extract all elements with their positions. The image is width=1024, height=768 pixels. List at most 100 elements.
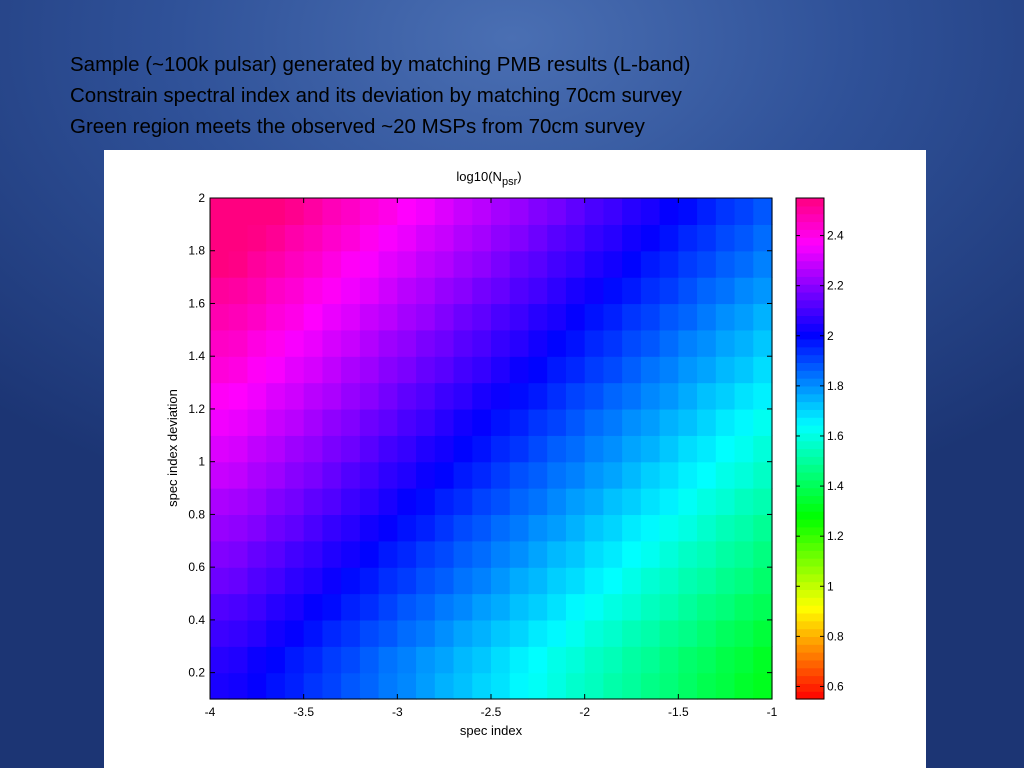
heatmap-cell: [210, 567, 230, 595]
heatmap-cell: [266, 329, 286, 357]
heatmap-cell: [416, 488, 436, 516]
heatmap-cell: [734, 646, 754, 674]
heatmap-cell: [640, 461, 661, 489]
heatmap-cell: [640, 646, 661, 674]
heatmap-cell: [659, 277, 679, 305]
colorbar-segment: [796, 503, 824, 512]
heatmap-cell: [547, 408, 567, 436]
heatmap-cell: [678, 540, 698, 568]
chart-title: log10(Npsr): [456, 169, 521, 188]
colorbar-tick-label: 2.2: [827, 279, 844, 293]
heatmap-cell: [341, 672, 361, 700]
heatmap-cell: [659, 514, 679, 542]
heatmap-cell: [303, 224, 323, 252]
heatmap-cell: [547, 356, 567, 384]
heatmap-cell: [565, 382, 586, 410]
heatmap-cell: [397, 435, 417, 463]
heatmap-cell: [434, 435, 455, 463]
bullet-2: Constrain spectral index and its deviati…: [70, 84, 682, 107]
heatmap-cell: [547, 540, 567, 568]
colorbar-ticks: 0.6 0.8 1 1.2 1.4 1.6 1.8 2 2.2 2.4: [796, 229, 844, 693]
colorbar-segment: [796, 487, 824, 497]
heatmap-cell: [678, 435, 698, 463]
heatmap-cell: [472, 672, 492, 700]
x-tick-label: -3.5: [293, 705, 314, 719]
heatmap-cell: [584, 593, 604, 621]
heatmap-cell: [397, 488, 417, 516]
heatmap-cell: [491, 646, 511, 674]
heatmap-cell: [453, 250, 473, 278]
colorbar-segment: [796, 260, 824, 270]
chart-title-main: log10(N: [456, 169, 502, 184]
heatmap-cell: [603, 329, 623, 357]
heatmap-cell: [228, 382, 249, 410]
heatmap-cell: [341, 408, 361, 436]
heatmap-cell: [622, 277, 642, 305]
heatmap-cell: [341, 461, 361, 489]
bullet-1: Sample (~100k pulsar) generated by match…: [70, 53, 691, 76]
heatmap-cell: [210, 329, 230, 357]
heatmap-cell: [284, 224, 305, 252]
heatmap-cell: [697, 303, 717, 331]
heatmap-cell: [341, 356, 361, 384]
heatmap-cell: [341, 514, 361, 542]
heatmap-cell: [509, 435, 530, 463]
heatmap-cell: [584, 356, 604, 384]
heatmap-cell: [603, 488, 623, 516]
heatmap-cell: [284, 382, 305, 410]
heatmap-cell: [434, 488, 455, 516]
heatmap-cell: [434, 672, 455, 700]
heatmap-cell: [359, 329, 380, 357]
heatmap-cell: [210, 672, 230, 700]
colorbar-segment: [796, 221, 824, 230]
x-tick-label: -4: [205, 705, 216, 719]
heatmap-cell: [228, 356, 249, 384]
heatmap-cell: [528, 408, 548, 436]
heatmap-cell: [547, 329, 567, 357]
heatmap-cell: [753, 408, 773, 436]
heatmap-cell: [322, 435, 342, 463]
heatmap-cell: [322, 514, 342, 542]
colorbar-segment: [796, 652, 824, 661]
heatmap-cell: [734, 303, 754, 331]
heatmap-cell: [622, 224, 642, 252]
colorbar-segment: [796, 667, 824, 677]
heatmap-cells: [210, 198, 773, 700]
colorbar-tick-label: 1: [827, 579, 834, 593]
heatmap-cell: [472, 461, 492, 489]
heatmap-cell: [322, 382, 342, 410]
heatmap-cell: [640, 593, 661, 621]
colorbar-segment: [796, 675, 824, 684]
heatmap-cell: [341, 488, 361, 516]
heatmap-cell: [322, 277, 342, 305]
heatmap-cell: [565, 540, 586, 568]
heatmap-cell: [659, 356, 679, 384]
heatmap-cell: [659, 198, 679, 225]
heatmap-cell: [378, 277, 398, 305]
colorbar-segment: [796, 440, 824, 450]
heatmap-cell: [228, 646, 249, 674]
colorbar-segment: [796, 268, 824, 277]
heatmap-cell: [284, 540, 305, 568]
heatmap-cell: [322, 329, 342, 357]
heatmap-cell: [622, 593, 642, 621]
heatmap-cell: [603, 224, 623, 252]
heatmap-cell: [210, 198, 230, 225]
heatmap-cell: [378, 198, 398, 225]
heatmap-cell: [359, 540, 380, 568]
colorbar-segment: [796, 636, 824, 645]
heatmap-cell: [715, 619, 736, 647]
heatmap-cell: [584, 250, 604, 278]
heatmap-cell: [547, 461, 567, 489]
heatmap-cell: [584, 646, 604, 674]
heatmap-cell: [416, 329, 436, 357]
heatmap-cell: [734, 593, 754, 621]
heatmap-cell: [453, 224, 473, 252]
heatmap-cell: [397, 277, 417, 305]
heatmap-cell: [284, 356, 305, 384]
heatmap-cell: [322, 461, 342, 489]
heatmap-cell: [528, 435, 548, 463]
heatmap-cell: [453, 488, 473, 516]
heatmap-cell: [603, 435, 623, 463]
heatmap-cell: [472, 514, 492, 542]
